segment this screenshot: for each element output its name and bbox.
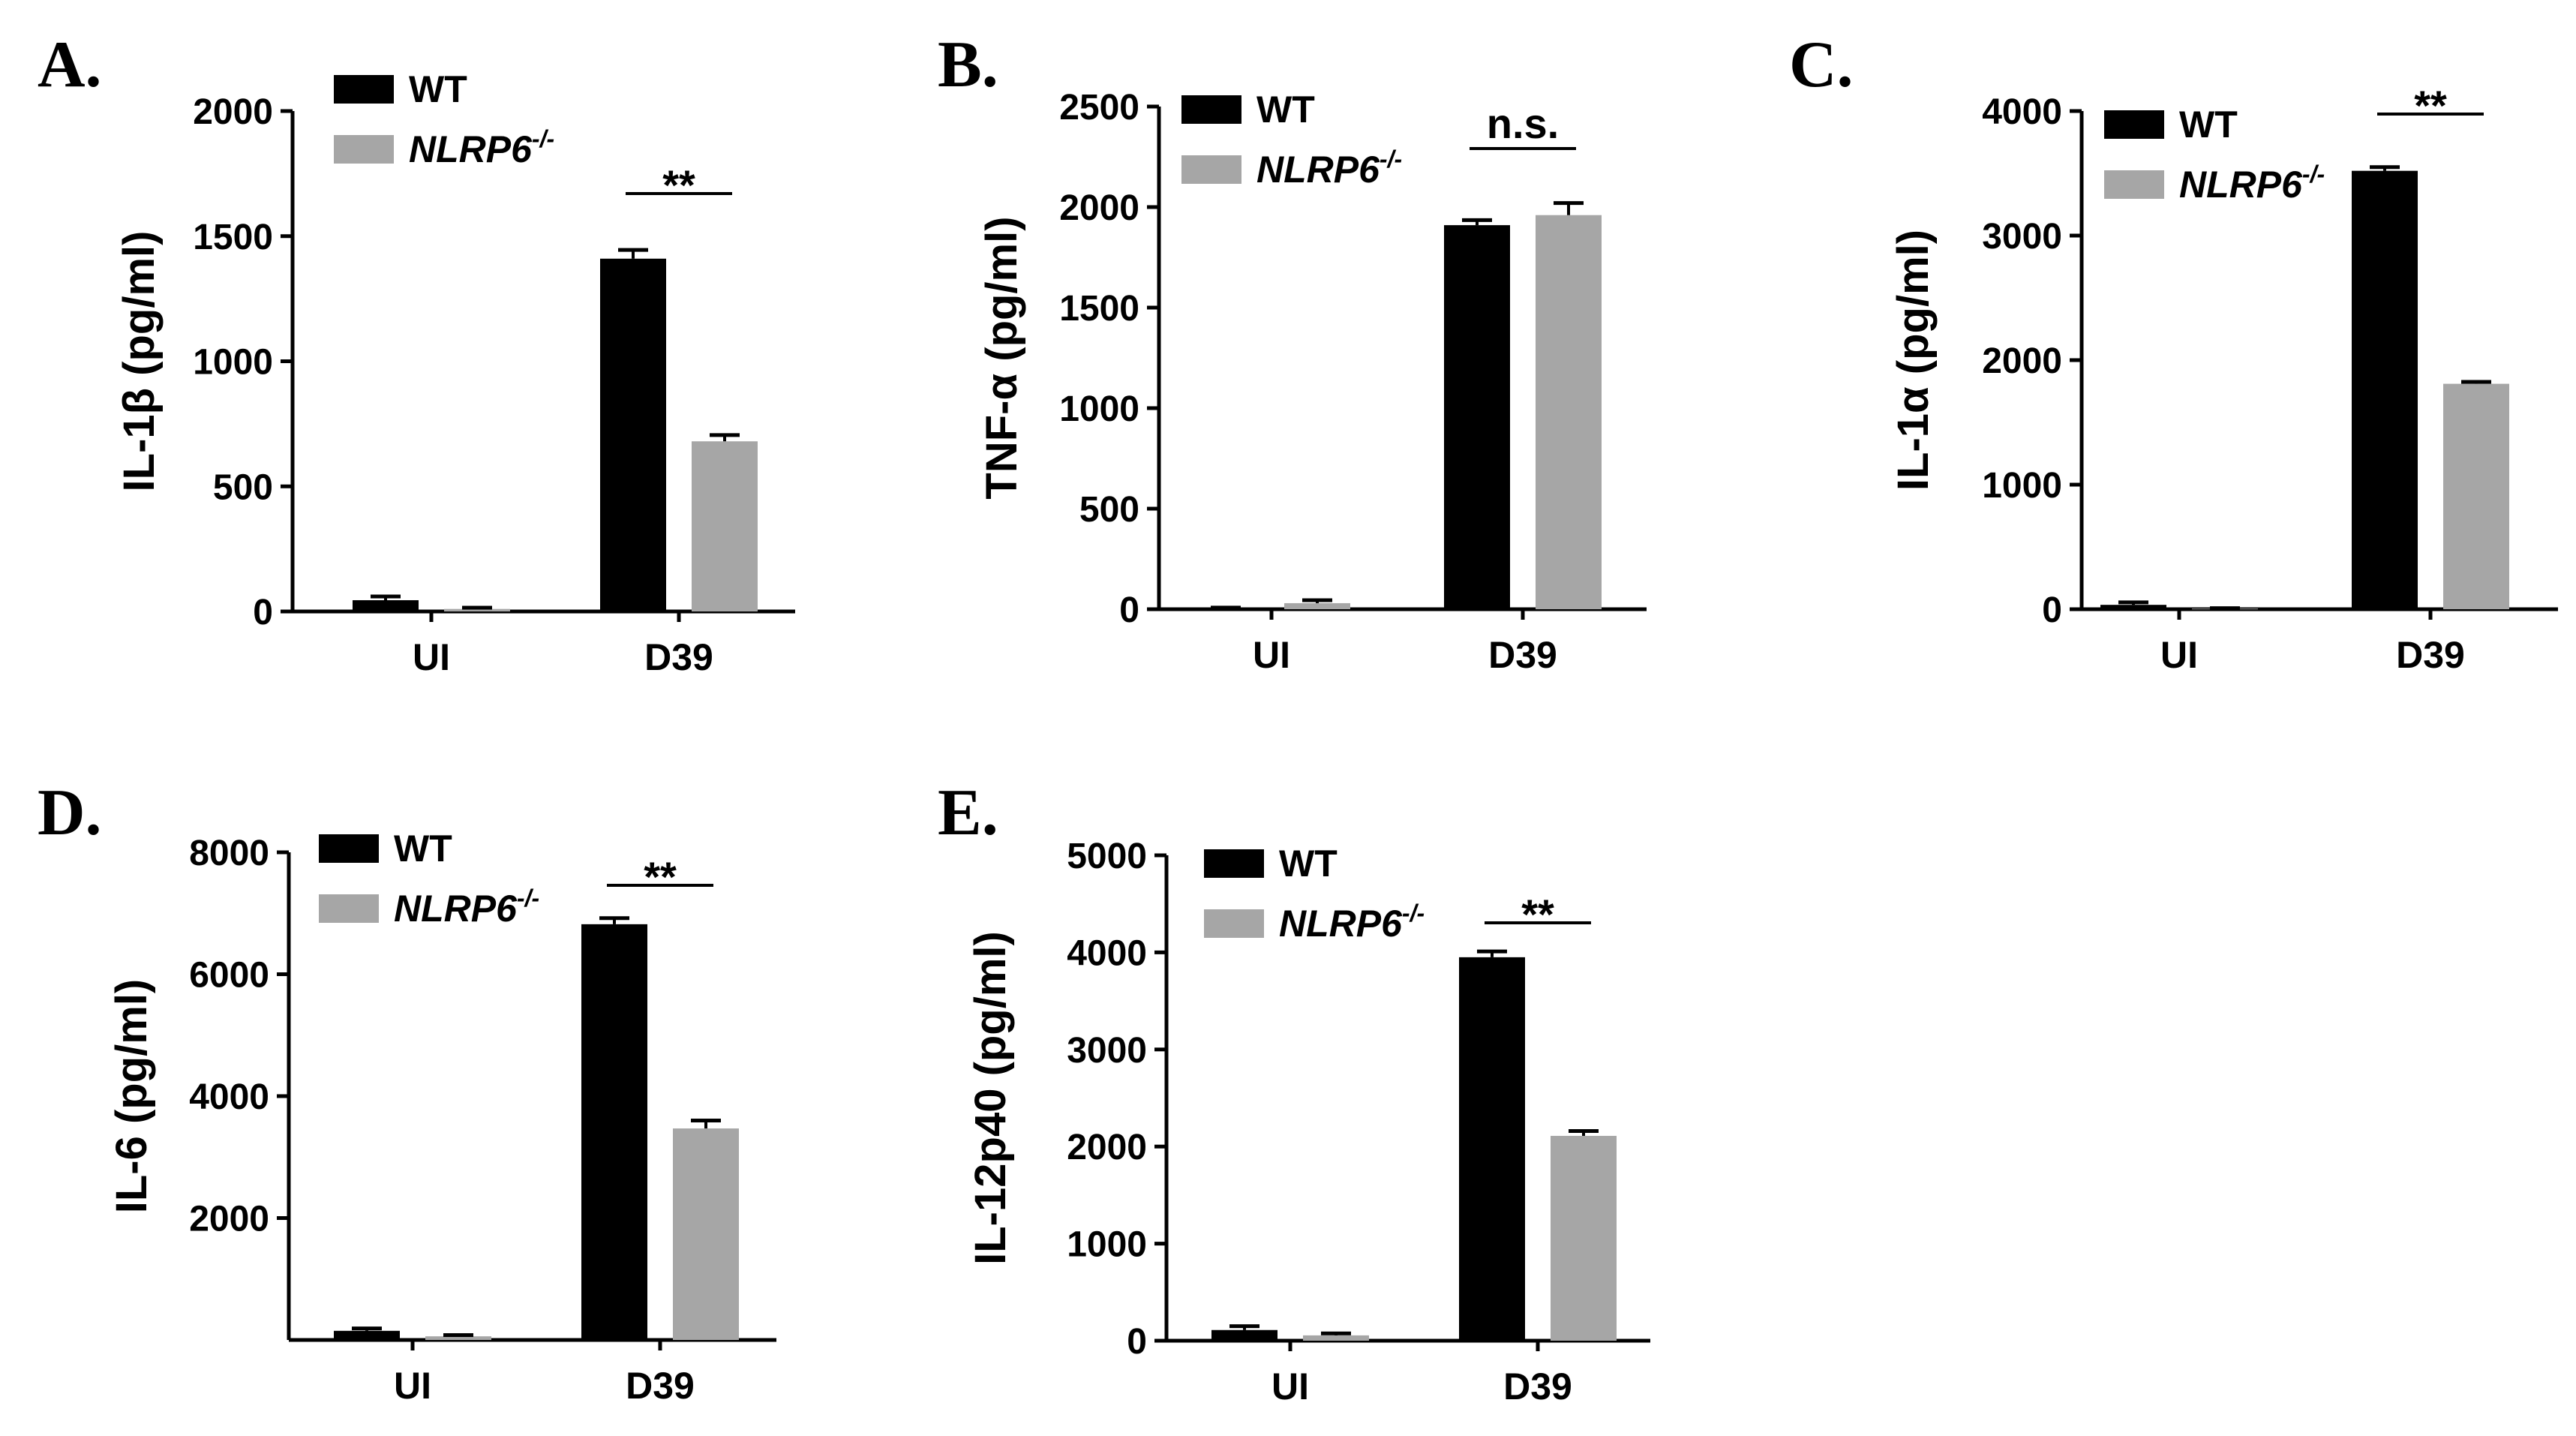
bar-wt-d39 xyxy=(581,924,647,1340)
legend-label-nlrp6: NLRP6-/- xyxy=(394,885,539,930)
y-tick-label: 2000 xyxy=(1059,188,1139,228)
significance-label: ** xyxy=(662,161,695,209)
bar-nlrp6-d39 xyxy=(673,1128,739,1340)
bar-wt-d39 xyxy=(600,258,666,611)
legend-swatch-nlrp6 xyxy=(1181,155,1241,184)
y-tick-label: 1000 xyxy=(1067,1225,1147,1265)
legend-label-nlrp6: NLRP6-/- xyxy=(2179,161,2325,206)
legend-swatch-wt xyxy=(334,75,394,104)
legend-swatch-wt xyxy=(319,834,379,863)
legend-swatch-nlrp6 xyxy=(1204,909,1264,938)
significance-label: n.s. xyxy=(1487,100,1559,147)
y-tick-label: 4000 xyxy=(1067,933,1147,973)
x-tick-label: D39 xyxy=(644,636,713,678)
y-tick-label: 0 xyxy=(1127,1322,1147,1362)
significance-label: ** xyxy=(1521,891,1554,938)
y-tick-label: 0 xyxy=(1119,590,1139,630)
y-tick-label: 1000 xyxy=(1059,389,1139,429)
panel-letter: B. xyxy=(938,29,998,101)
y-tick-label: 500 xyxy=(1079,490,1139,530)
panel-letter: C. xyxy=(1789,29,1854,101)
y-tick-label: 2000 xyxy=(1982,341,2062,381)
bar-nlrp6-d39 xyxy=(1551,1135,1617,1341)
y-tick-label: 0 xyxy=(253,593,273,632)
chart-panel-c: C. IL-1α (pg/ml) 0 1000 2000 3000 4000 UI D39 ** W… xyxy=(1789,29,2558,676)
chart-panel-a: A. IL-1β (pg/ml) 0 500 1000 1500 2000 UI D39 ** WT… xyxy=(38,29,795,678)
y-tick-label: 1500 xyxy=(1059,289,1139,329)
bar-wt-ui xyxy=(2100,605,2166,609)
chart-panel-e: E. IL-12p40 (pg/ml) 0 1000 2000 3000 4000 5000 U… xyxy=(938,777,1650,1407)
y-axis-label: IL-1α (pg/ml) xyxy=(1889,230,1938,491)
y-axis-label: IL-1β (pg/ml) xyxy=(115,231,164,492)
y-tick-label: 2000 xyxy=(189,1200,269,1239)
legend-label-nlrp6: NLRP6-/- xyxy=(1279,900,1425,945)
y-axis-label: IL-6 (pg/ml) xyxy=(107,979,156,1214)
x-tick-label: UI xyxy=(2160,634,2198,676)
y-tick-label: 2000 xyxy=(1067,1128,1147,1167)
y-tick-label: 1500 xyxy=(193,218,273,257)
y-tick-label: 1000 xyxy=(1982,466,2062,506)
legend-label-wt: WT xyxy=(2179,104,2238,146)
bar-nlrp6-ui xyxy=(425,1336,491,1340)
x-tick-label: D39 xyxy=(626,1365,695,1407)
bar-nlrp6-d39 xyxy=(692,441,758,611)
y-tick-label: 4000 xyxy=(189,1077,269,1117)
legend-swatch-wt xyxy=(1204,849,1264,878)
bar-wt-ui xyxy=(353,599,419,611)
y-tick-label: 6000 xyxy=(189,956,269,996)
x-tick-label: UI xyxy=(1271,1365,1309,1407)
chart-panel-d: D. IL-6 (pg/ml) 2000 4000 6000 8000 UI D39 ** WT N… xyxy=(38,777,776,1407)
legend-label-wt: WT xyxy=(409,68,467,110)
bar-wt-d39 xyxy=(1444,225,1510,609)
y-axis-label: IL-12p40 (pg/ml) xyxy=(966,931,1015,1265)
legend-label-wt: WT xyxy=(394,828,452,870)
significance-label: ** xyxy=(2414,82,2447,129)
bar-nlrp6-ui xyxy=(444,608,510,611)
legend-swatch-nlrp6 xyxy=(334,135,394,164)
legend-swatch-wt xyxy=(1181,95,1241,124)
panel-letter: E. xyxy=(938,777,998,849)
y-tick-label: 5000 xyxy=(1067,837,1147,876)
panel-letter: A. xyxy=(38,29,102,101)
bar-wt-d39 xyxy=(2352,170,2418,609)
y-tick-label: 2500 xyxy=(1059,88,1139,128)
x-tick-label: D39 xyxy=(1488,634,1557,676)
bar-wt-ui xyxy=(334,1330,400,1340)
y-tick-label: 3000 xyxy=(1982,217,2062,257)
x-tick-label: UI xyxy=(394,1365,431,1407)
x-tick-label: UI xyxy=(1253,634,1290,676)
y-tick-label: 4000 xyxy=(1982,92,2062,132)
bar-nlrp6-ui xyxy=(1284,602,1350,609)
x-tick-label: D39 xyxy=(2396,634,2465,676)
y-tick-label: 8000 xyxy=(189,834,269,873)
y-tick-label: 1000 xyxy=(193,343,273,383)
legend-label-wt: WT xyxy=(1256,89,1315,131)
x-tick-label: D39 xyxy=(1503,1365,1572,1407)
significance-label: ** xyxy=(644,853,677,900)
y-axis-label: TNF-α (pg/ml) xyxy=(977,216,1026,499)
legend-swatch-nlrp6 xyxy=(319,894,379,923)
legend-label-nlrp6: NLRP6-/- xyxy=(1256,146,1402,191)
legend-label-nlrp6: NLRP6-/- xyxy=(409,125,554,170)
bar-nlrp6-d39 xyxy=(1536,215,1602,610)
y-tick-label: 3000 xyxy=(1067,1031,1147,1071)
y-tick-label: 2000 xyxy=(193,92,273,132)
y-tick-label: 500 xyxy=(213,467,273,507)
legend-swatch-nlrp6 xyxy=(2104,170,2164,199)
x-tick-label: UI xyxy=(413,636,450,678)
y-tick-label: 0 xyxy=(2042,590,2062,630)
bar-wt-ui xyxy=(1211,1329,1277,1341)
bar-wt-d39 xyxy=(1459,957,1525,1341)
panel-letter: D. xyxy=(38,777,102,849)
chart-panel-b: B. TNF-α (pg/ml) 0 500 1000 1500 2000 2500 UI D39… xyxy=(938,29,1647,676)
bar-nlrp6-ui xyxy=(1303,1335,1369,1341)
legend-label-wt: WT xyxy=(1279,843,1338,885)
bar-nlrp6-d39 xyxy=(2443,383,2509,609)
legend-swatch-wt xyxy=(2104,110,2164,139)
